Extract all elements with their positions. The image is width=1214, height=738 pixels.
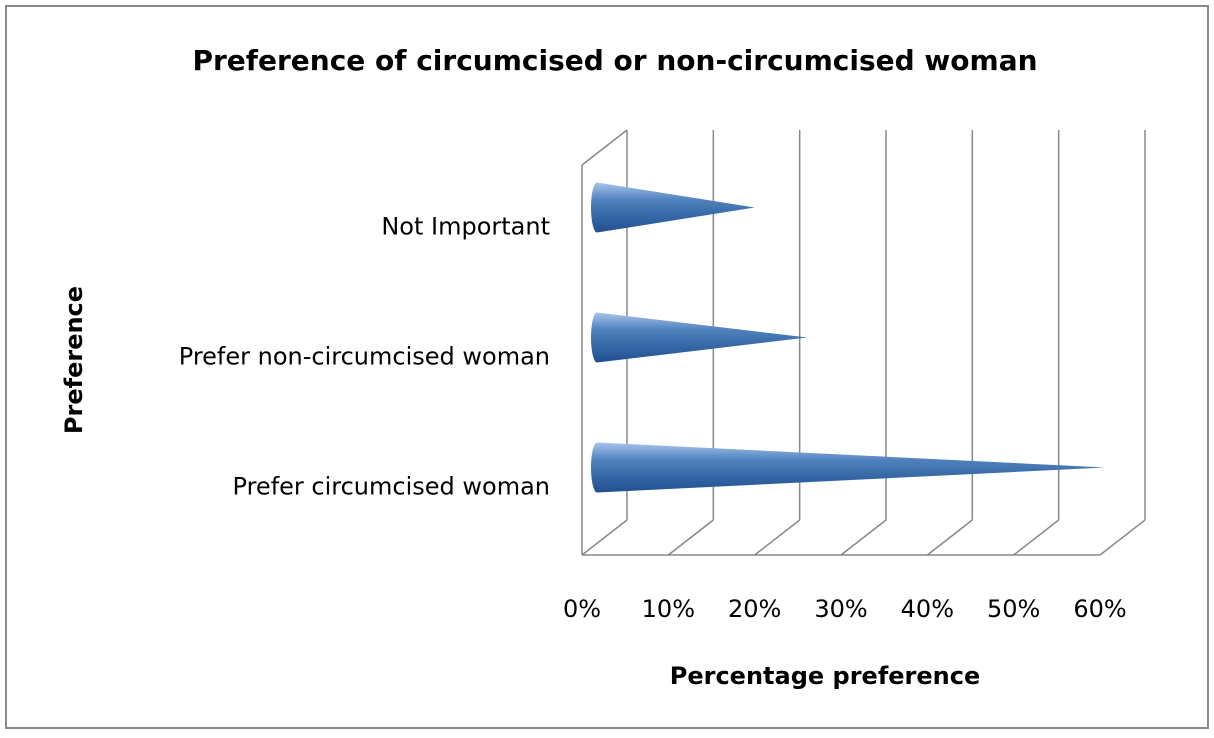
axis-line (581, 129, 628, 166)
grid-line (581, 519, 628, 556)
bar (591, 442, 1105, 493)
bar (591, 312, 808, 363)
x-tick-label: 0% (563, 595, 601, 623)
y-tick-label: Not Important (381, 213, 550, 241)
grid-line (754, 519, 801, 556)
grid-line (926, 519, 973, 556)
grid-line (1099, 519, 1146, 556)
grid-line (840, 519, 887, 556)
x-tick-label: 10% (642, 595, 695, 623)
x-tick-label: 30% (814, 595, 867, 623)
y-axis-title: Preference (60, 286, 88, 434)
grid-line (1013, 519, 1060, 556)
frame (5, 5, 1209, 729)
x-tick-label: 20% (728, 595, 781, 623)
x-tick-label: 50% (987, 595, 1040, 623)
y-tick-label: Prefer circumcised woman (233, 473, 550, 501)
chart-title: Preference of circumcised or non-circumc… (192, 44, 1037, 77)
bar (591, 182, 755, 233)
y-tick-label: Prefer non-circumcised woman (179, 343, 550, 371)
x-tick-label: 40% (901, 595, 954, 623)
grid-line (667, 519, 714, 556)
x-tick-label: 60% (1073, 595, 1126, 623)
x-axis-title: Percentage preference (670, 662, 981, 690)
